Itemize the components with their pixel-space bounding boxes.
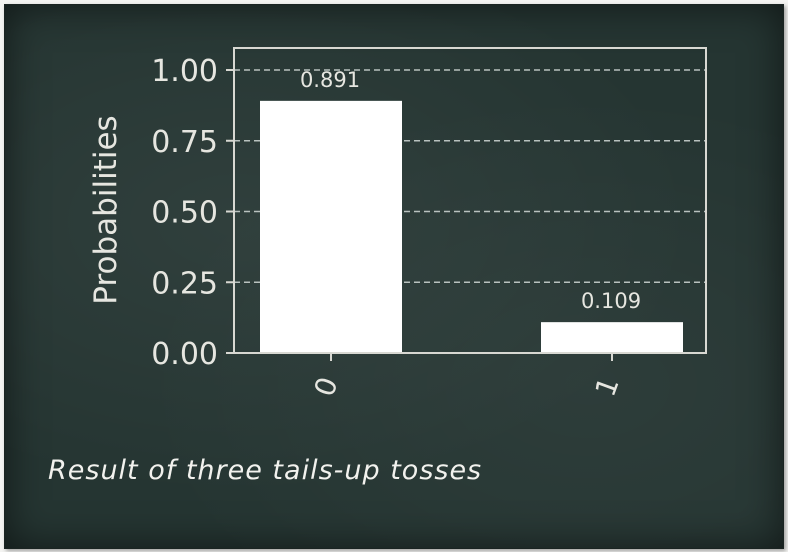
data-label: 0.109	[581, 289, 641, 313]
y-tick-label: 1.00	[151, 54, 218, 89]
y-axis-label: Probabilities	[88, 115, 124, 304]
plot-frame	[233, 47, 707, 354]
y-tick-label: 0.50	[151, 196, 218, 231]
y-tick-label: 0.75	[151, 125, 218, 160]
data-label: 0.891	[300, 68, 360, 92]
data-labels: 0.891 0.109	[300, 68, 641, 313]
x-tick-label: 0	[308, 373, 345, 401]
y-ticks: 0.00 0.25 0.50 0.75 1.00	[151, 54, 234, 372]
y-tick-label: 0.25	[151, 266, 218, 301]
bars	[260, 100, 683, 353]
bar	[260, 100, 402, 353]
grid-lines	[234, 69, 706, 284]
x-tick-label: 1	[589, 373, 626, 401]
y-tick-label: 0.00	[151, 337, 218, 372]
chart-caption: Result of three tails-up tosses	[48, 455, 483, 486]
bar	[541, 322, 683, 353]
